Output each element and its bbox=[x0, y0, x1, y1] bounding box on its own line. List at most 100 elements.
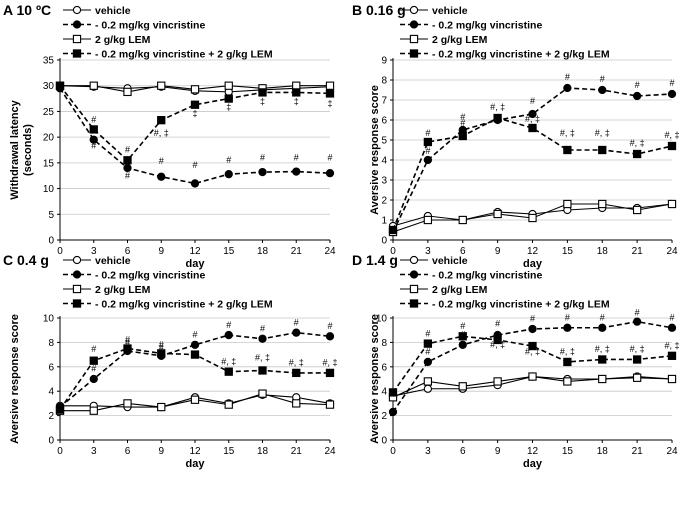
data-point bbox=[157, 402, 166, 412]
data-point bbox=[258, 366, 267, 375]
x-tick-label: 0 bbox=[57, 246, 63, 257]
legend-label: - 0.2 mg/kg vincristine + 2 g/kg LEM bbox=[95, 299, 273, 311]
significance-mark: # bbox=[425, 328, 430, 338]
legend-marker bbox=[72, 20, 82, 29]
data-point bbox=[190, 179, 200, 188]
data-point bbox=[598, 374, 607, 384]
x-tick-label: 24 bbox=[324, 446, 336, 457]
legend-marker bbox=[72, 34, 82, 44]
y-tick-label: 5 bbox=[48, 210, 54, 221]
significance-mark: # bbox=[192, 339, 197, 349]
x-tick-label: 9 bbox=[495, 246, 501, 257]
panel-letter: C bbox=[3, 252, 17, 268]
y-tick-label: 6 bbox=[381, 362, 387, 373]
data-point bbox=[89, 374, 98, 384]
significance-mark: # bbox=[192, 330, 197, 340]
y-tick-label: 0 bbox=[48, 236, 54, 247]
legend-item: - 0.2 mg/kg vincristine + 2 g/kg LEM bbox=[63, 49, 273, 61]
data-point bbox=[493, 209, 502, 219]
significance-mark: # bbox=[635, 80, 640, 90]
data-point bbox=[325, 368, 335, 378]
y-tick-label: 25 bbox=[43, 107, 55, 118]
y-tick-label: 10 bbox=[43, 314, 55, 325]
y-tick-label: 4 bbox=[48, 387, 54, 398]
significance-mark: # bbox=[530, 314, 535, 324]
legend-item: - 0.2 mg/kg vincristine + 2 g/kg LEM bbox=[400, 49, 610, 61]
significance-mark: # bbox=[327, 152, 332, 162]
legend-marker bbox=[72, 284, 82, 294]
significance-mark: #, ‡ bbox=[560, 128, 575, 138]
y-tick-label: 2 bbox=[381, 411, 387, 422]
data-point bbox=[157, 116, 166, 125]
significance-mark: # bbox=[159, 156, 164, 166]
data-point bbox=[423, 155, 433, 165]
significance-mark: # bbox=[635, 308, 640, 318]
data-point bbox=[632, 205, 642, 215]
significance-mark: ‡ bbox=[294, 97, 299, 107]
significance-mark: ‡ bbox=[192, 109, 197, 119]
x-tick-label: 12 bbox=[189, 246, 201, 257]
legend: vehicle - 0.2 mg/kg vincristine 2 g/kg LEM… bbox=[400, 255, 610, 311]
significance-mark: # bbox=[460, 321, 465, 331]
significance-mark: #, ‡ bbox=[322, 358, 337, 368]
data-point bbox=[190, 395, 200, 404]
legend-marker bbox=[72, 270, 82, 279]
data-point bbox=[563, 199, 572, 209]
significance-mark: ‡ bbox=[226, 102, 231, 112]
y-tick-label: 35 bbox=[43, 56, 55, 67]
significance-mark: # bbox=[91, 344, 96, 354]
data-point bbox=[190, 340, 200, 349]
x-tick-label: 21 bbox=[291, 246, 303, 257]
data-point bbox=[598, 323, 607, 332]
data-point bbox=[123, 156, 132, 165]
x-tick-label: 15 bbox=[562, 246, 574, 257]
legend: vehicle - 0.2 mg/kg vincristine 2 g/kg LEM… bbox=[63, 255, 273, 311]
y-tick-label: 30 bbox=[43, 81, 55, 92]
y-axis-title: Withdrawal latency(seconds) bbox=[9, 99, 34, 199]
significance-mark: # bbox=[460, 118, 465, 128]
y-axis-title-line: (seconds) bbox=[22, 124, 34, 176]
data-point bbox=[325, 400, 335, 409]
data-point bbox=[632, 91, 642, 101]
panel-condition: 0.4 g bbox=[17, 252, 49, 268]
y-tick-label: 5 bbox=[381, 136, 387, 147]
data-point bbox=[292, 368, 301, 378]
significance-mark: #, ‡ bbox=[664, 341, 679, 351]
x-axis-title: day bbox=[186, 258, 206, 270]
data-point bbox=[563, 83, 572, 93]
data-point bbox=[190, 350, 200, 359]
data-point bbox=[423, 357, 433, 367]
panel-title: B 0.16 g bbox=[352, 2, 406, 18]
data-point bbox=[423, 339, 433, 348]
y-tick-label: 8 bbox=[381, 338, 387, 349]
legend-marker bbox=[409, 49, 419, 58]
panel-letter: D bbox=[352, 252, 366, 268]
panel-condition: 1.4 g bbox=[366, 252, 398, 268]
significance-mark: # bbox=[530, 96, 535, 106]
legend-item: 2 g/kg LEM bbox=[63, 34, 151, 46]
data-point bbox=[89, 356, 98, 365]
significance-mark: #, ‡ bbox=[664, 130, 679, 140]
significance-mark: # bbox=[91, 140, 96, 150]
legend-item: 2 g/kg LEM bbox=[63, 284, 151, 296]
y-axis-title: Aversive response score bbox=[369, 85, 381, 215]
significance-mark: #, ‡ bbox=[490, 102, 505, 112]
data-point bbox=[458, 215, 467, 225]
data-point bbox=[123, 344, 132, 353]
significance-mark: # bbox=[125, 338, 130, 348]
x-tick-label: 15 bbox=[562, 446, 574, 457]
data-point bbox=[632, 149, 642, 159]
significance-mark: # bbox=[125, 170, 130, 180]
y-tick-label: 8 bbox=[381, 76, 387, 87]
x-tick-label: 18 bbox=[257, 446, 269, 457]
data-point bbox=[563, 323, 572, 332]
x-tick-label: 12 bbox=[527, 446, 539, 457]
data-point bbox=[528, 213, 537, 223]
legend-item: 2 g/kg LEM bbox=[400, 34, 488, 46]
y-tick-label: 8 bbox=[48, 338, 54, 349]
data-point bbox=[258, 167, 267, 177]
significance-mark: # bbox=[460, 330, 465, 340]
